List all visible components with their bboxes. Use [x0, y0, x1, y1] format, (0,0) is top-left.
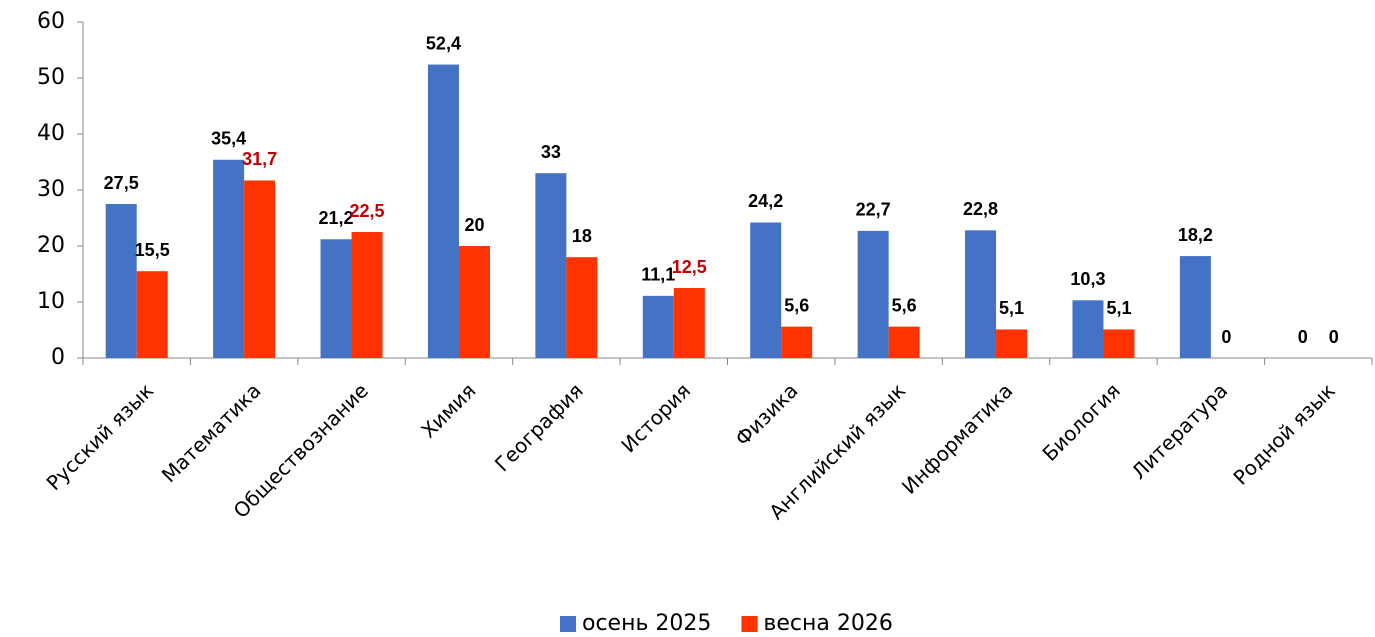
value-label: 0: [1221, 327, 1231, 347]
value-label: 0: [1329, 327, 1339, 347]
value-label: 22,8: [963, 199, 998, 219]
bar: [458, 246, 490, 358]
value-label: 18: [572, 226, 592, 246]
y-tick-label: 30: [37, 177, 65, 202]
bar: [750, 222, 782, 358]
y-tick-label: 60: [37, 9, 65, 34]
x-tick-label: Русский язык: [42, 378, 159, 495]
value-label: 5,6: [784, 295, 809, 315]
bar: [673, 288, 705, 358]
bar: [996, 329, 1028, 358]
bar: [1072, 300, 1104, 358]
value-label: 12,5: [672, 257, 707, 277]
bar: [351, 232, 383, 358]
y-tick-label: 40: [37, 121, 65, 146]
bar: [1179, 256, 1211, 358]
value-label: 5,6: [892, 295, 917, 315]
y-tick-label: 0: [51, 345, 65, 370]
bar: [965, 230, 997, 358]
bar: [1103, 329, 1135, 358]
bar: [888, 326, 920, 358]
x-tick-label: Химия: [416, 378, 480, 442]
bar: [320, 239, 352, 358]
x-tick-label: Биология: [1038, 378, 1125, 465]
legend-label: весна 2026: [763, 611, 892, 636]
bar: [244, 180, 276, 358]
bar: [535, 173, 567, 358]
value-label: 27,5: [104, 173, 139, 193]
bar: [566, 257, 598, 358]
bar: [781, 326, 813, 358]
bar: [136, 271, 168, 358]
value-label: 10,3: [1070, 269, 1105, 289]
bar: [427, 64, 459, 358]
y-tick-label: 20: [37, 233, 65, 258]
x-tick-label: Информатика: [897, 378, 1017, 498]
x-tick-label: История: [616, 378, 695, 457]
legend-label: осень 2025: [582, 611, 711, 636]
y-tick-label: 50: [37, 65, 65, 90]
bar: [642, 295, 674, 358]
value-label: 33: [541, 142, 561, 162]
value-label: 24,2: [748, 191, 783, 211]
value-label: 31,7: [242, 149, 277, 169]
value-label: 20: [464, 215, 484, 235]
value-label: 5,1: [1106, 298, 1131, 318]
value-label: 18,2: [1178, 225, 1213, 245]
x-tick-label: Литература: [1127, 378, 1233, 484]
value-label: 0: [1298, 327, 1308, 347]
value-label: 52,4: [426, 33, 461, 53]
x-tick-label: Физика: [730, 378, 802, 450]
legend-swatch: [741, 616, 758, 632]
x-tick-label: География: [490, 378, 588, 476]
y-tick-label: 10: [37, 289, 65, 314]
value-label: 15,5: [135, 240, 170, 260]
bar: [213, 159, 245, 358]
x-tick-label: Родной язык: [1228, 378, 1339, 489]
value-label: 21,2: [319, 208, 354, 228]
bar: [857, 230, 889, 358]
value-label: 35,4: [211, 129, 246, 149]
value-label: 22,5: [350, 201, 385, 221]
value-label: 22,7: [856, 200, 891, 220]
x-tick-label: Математика: [157, 378, 266, 487]
legend-swatch: [560, 616, 576, 632]
bar: [105, 204, 137, 358]
value-label: 11,1: [641, 265, 675, 285]
value-label: 5,1: [999, 298, 1024, 318]
